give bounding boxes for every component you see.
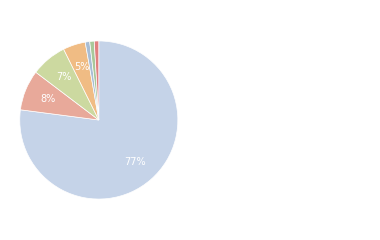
Wedge shape xyxy=(21,72,99,120)
Wedge shape xyxy=(36,49,99,120)
Legend: Centre for Biodiversity
Genomics [84], Canadian Centre for DNA
Barcoding [9], Mi: Centre for Biodiversity Genomics [84], C… xyxy=(194,4,338,134)
Text: 8%: 8% xyxy=(40,94,55,104)
Wedge shape xyxy=(90,41,99,120)
Wedge shape xyxy=(85,42,99,120)
Text: 7%: 7% xyxy=(56,72,71,82)
Text: 5%: 5% xyxy=(74,62,89,72)
Wedge shape xyxy=(63,42,99,120)
Wedge shape xyxy=(20,41,178,199)
Wedge shape xyxy=(94,41,99,120)
Text: 77%: 77% xyxy=(125,156,146,167)
